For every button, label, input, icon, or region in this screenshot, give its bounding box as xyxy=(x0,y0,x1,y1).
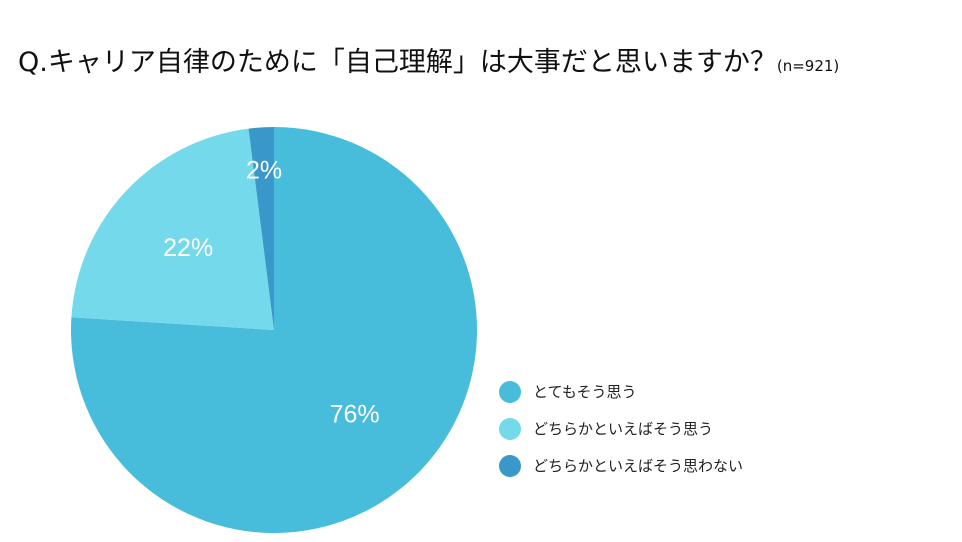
pie-data-labels: 76% 22% 2% xyxy=(163,157,379,429)
pie-label-2: 22% xyxy=(163,234,213,262)
legend-item: どちらかといえばそう思う xyxy=(499,410,743,447)
chart-legend: とてもそう思うどちらかといえばそう思うどちらかといえばそう思わない xyxy=(499,373,743,484)
legend-swatch xyxy=(499,380,521,403)
question-text: Q.キャリア自律のために「自己理解」は大事だと思いますか？ xyxy=(18,47,777,78)
legend-label: とてもそう思う xyxy=(533,383,637,401)
pie-slice-3 xyxy=(248,127,274,330)
legend-label: どちらかといえばそう思う xyxy=(533,420,714,438)
legend-swatch xyxy=(499,417,521,440)
legend-label: どちらかといえばそう思わない xyxy=(533,457,744,475)
pie-slice-2 xyxy=(71,128,274,330)
legend-item: とてもそう思う xyxy=(499,373,743,410)
chart-title: Q.キャリア自律のために「自己理解」は大事だと思いますか？(n=921) xyxy=(18,40,839,79)
pie-slice-1 xyxy=(71,127,477,533)
sample-size: (n=921) xyxy=(776,57,840,75)
legend-item: どちらかといえばそう思わない xyxy=(499,447,743,484)
pie-label-1: 76% xyxy=(330,400,380,428)
pie-slices xyxy=(71,127,477,533)
pie-label-3: 2% xyxy=(246,157,282,185)
legend-swatch xyxy=(499,454,521,477)
